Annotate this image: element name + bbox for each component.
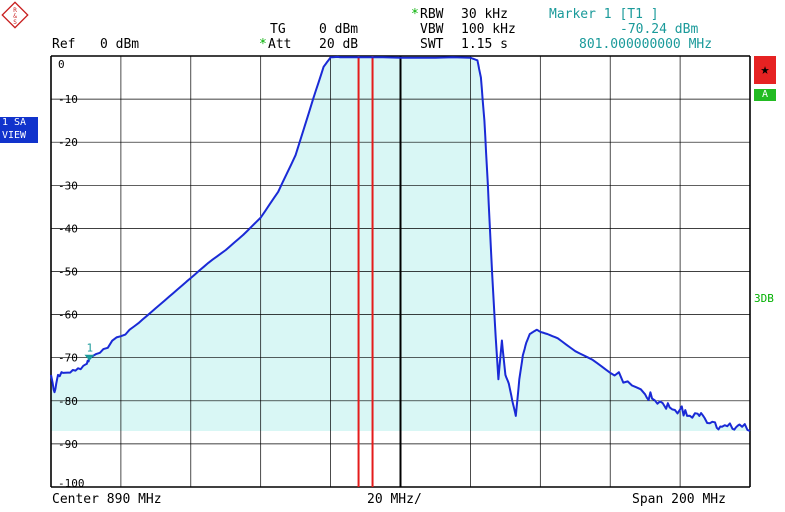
rbw-label: RBW (420, 7, 444, 22)
span-frequency: Span 200 MHz (632, 492, 726, 507)
trace-mode-badge: 1 SA VIEW (0, 117, 38, 143)
att-value: 20 dB (319, 37, 359, 52)
division-scale: 20 MHz/ (367, 492, 422, 507)
svg-text:&: & (13, 13, 17, 20)
ref-label: Ref (52, 37, 76, 52)
3db-indicator: 3DB (754, 292, 774, 305)
ref-value: 0 dBm (100, 37, 140, 52)
vbw-value: 100 kHz (461, 22, 516, 37)
swt-label: SWT (420, 37, 444, 52)
att-star-icon: * (259, 37, 267, 52)
marker-label: 1 (86, 342, 93, 355)
swt-value: 1.15 s (461, 37, 508, 52)
trace-mode-line2: VIEW (2, 130, 27, 141)
star-indicator-icon: ★ (754, 56, 776, 84)
y-tick-label: -20 (58, 136, 78, 149)
svg-text:S: S (13, 19, 17, 26)
svg-text:R: R (13, 7, 17, 14)
rbw-value: 30 kHz (461, 7, 508, 22)
trace-mode-line1: 1 SA (2, 117, 27, 128)
tg-label: TG (270, 22, 286, 37)
y-tick-label: -60 (58, 309, 78, 322)
y-tick-label: -90 (58, 438, 78, 451)
y-tick-label: 0 (58, 58, 65, 71)
marker-triangle-icon (84, 354, 95, 361)
y-tick-label: -30 (58, 179, 78, 192)
rohde-schwarz-logo-icon: R & S (1, 1, 29, 29)
marker-frequency: 801.000000000 MHz (579, 37, 713, 52)
y-tick-label: -80 (58, 395, 78, 408)
trace-a-indicator: A (754, 89, 776, 101)
spectrum-trace-line (50, 55, 751, 432)
y-tick-label: -40 (58, 222, 78, 235)
vbw-label: VBW (420, 22, 444, 37)
marker-level: -70.24 dBm (620, 22, 699, 37)
marker-title: Marker 1 [T1 ] (549, 7, 659, 22)
y-tick-label: -10 (58, 93, 78, 106)
tg-value: 0 dBm (319, 22, 359, 37)
center-frequency: Center 890 MHz (52, 492, 162, 507)
y-tick-label: -50 (58, 266, 78, 279)
y-tick-label: -100 (58, 477, 85, 490)
rbw-star-icon: * (411, 7, 419, 22)
y-tick-label: -70 (58, 352, 78, 365)
att-label: Att (268, 37, 292, 52)
